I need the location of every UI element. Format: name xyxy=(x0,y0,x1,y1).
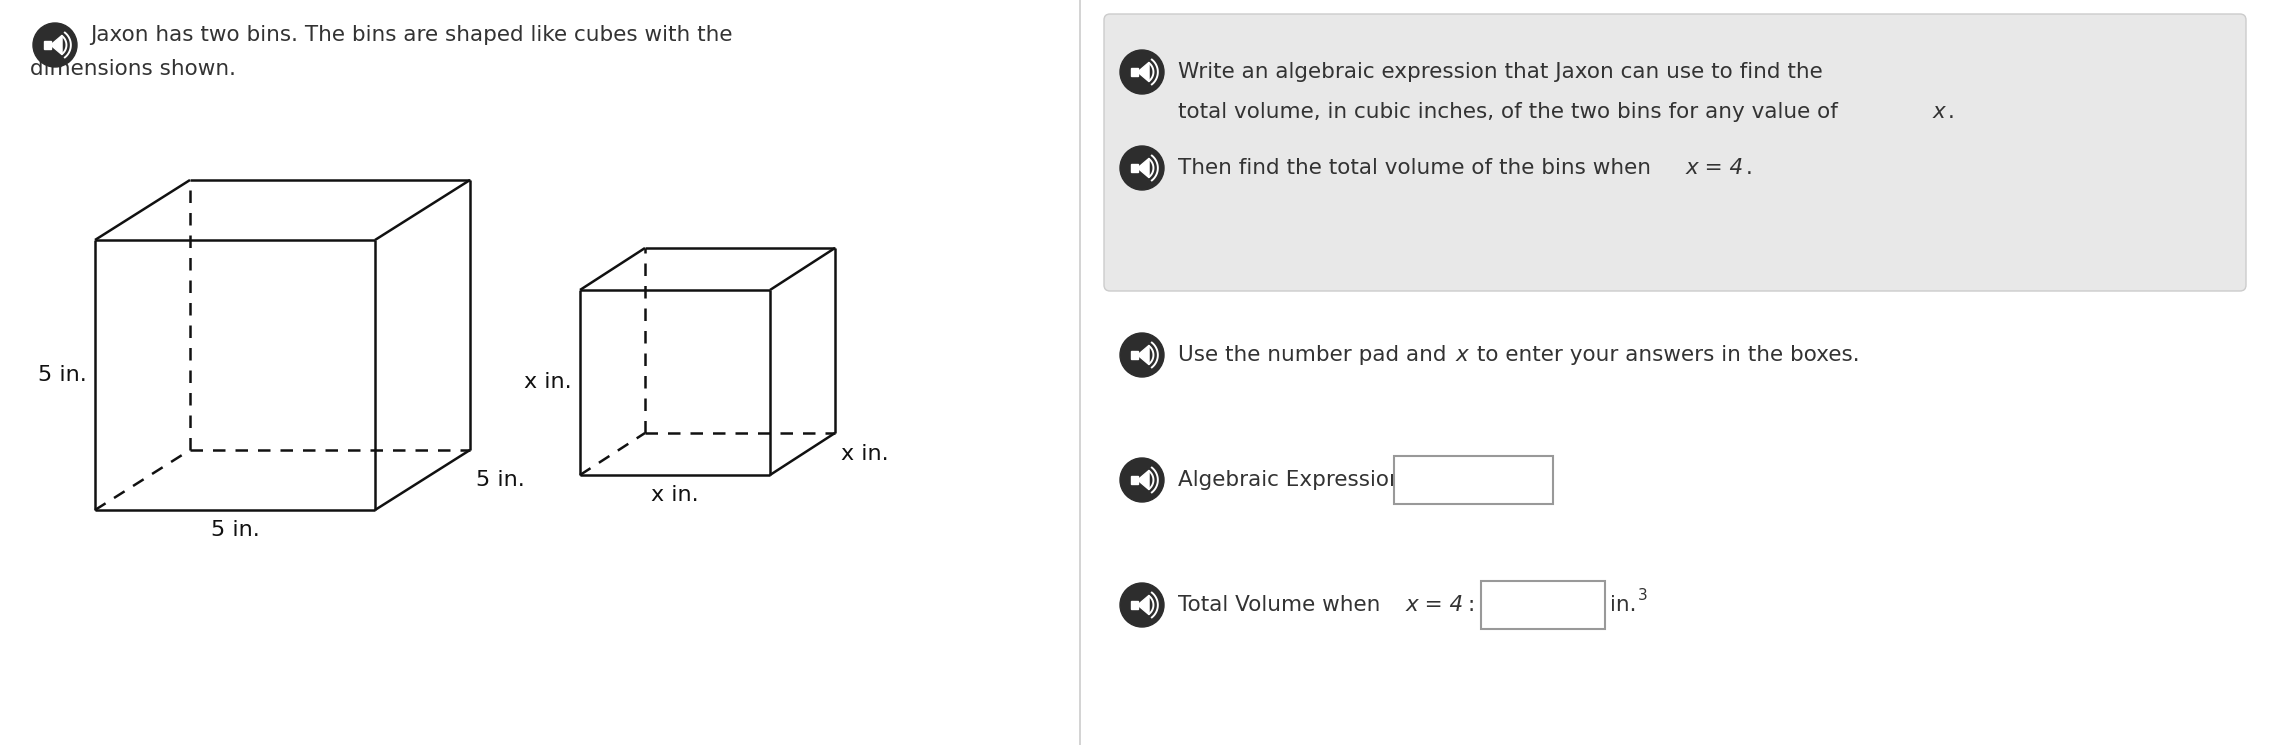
Text: Write an algebraic expression that Jaxon can use to find the: Write an algebraic expression that Jaxon… xyxy=(1178,62,1824,82)
FancyBboxPatch shape xyxy=(1132,164,1137,172)
Text: :: : xyxy=(1469,595,1476,615)
Polygon shape xyxy=(1137,470,1148,489)
FancyBboxPatch shape xyxy=(1394,456,1553,504)
Circle shape xyxy=(34,23,77,67)
Text: x = 4: x = 4 xyxy=(1685,158,1744,178)
Text: 5 in.: 5 in. xyxy=(211,520,259,540)
Circle shape xyxy=(1121,458,1164,502)
Text: x in.: x in. xyxy=(650,485,698,505)
Text: 3: 3 xyxy=(1637,588,1649,603)
Text: to enter your answers in the boxes.: to enter your answers in the boxes. xyxy=(1469,345,1860,365)
FancyBboxPatch shape xyxy=(1132,351,1137,359)
Text: x in.: x in. xyxy=(841,444,889,464)
Text: 5 in.: 5 in. xyxy=(39,365,86,385)
Polygon shape xyxy=(1137,159,1148,177)
Text: Total Volume when: Total Volume when xyxy=(1178,595,1387,615)
Circle shape xyxy=(1121,50,1164,94)
FancyBboxPatch shape xyxy=(1132,600,1137,609)
Text: .: . xyxy=(1746,158,1753,178)
Text: x in.: x in. xyxy=(525,372,573,393)
Polygon shape xyxy=(50,35,61,54)
Text: total volume, in cubic inches, of the two bins for any value of: total volume, in cubic inches, of the tw… xyxy=(1178,102,1844,122)
Circle shape xyxy=(1121,583,1164,627)
Text: in.: in. xyxy=(1610,595,1637,615)
Polygon shape xyxy=(1137,346,1148,365)
Text: 5 in.: 5 in. xyxy=(475,470,525,490)
Text: dimensions shown.: dimensions shown. xyxy=(30,59,236,79)
FancyBboxPatch shape xyxy=(1480,581,1605,629)
FancyBboxPatch shape xyxy=(1103,14,2247,291)
Circle shape xyxy=(1121,146,1164,190)
Text: .: . xyxy=(1949,102,1956,122)
Text: x: x xyxy=(1933,102,1947,122)
FancyBboxPatch shape xyxy=(45,41,50,49)
FancyBboxPatch shape xyxy=(1132,476,1137,484)
Polygon shape xyxy=(1137,63,1148,82)
Text: Algebraic Expression:: Algebraic Expression: xyxy=(1178,470,1410,490)
FancyBboxPatch shape xyxy=(1132,68,1137,76)
Text: x: x xyxy=(1455,345,1469,365)
Text: x = 4: x = 4 xyxy=(1405,595,1464,615)
Text: Then find the total volume of the bins when: Then find the total volume of the bins w… xyxy=(1178,158,1658,178)
Text: Use the number pad and: Use the number pad and xyxy=(1178,345,1453,365)
Circle shape xyxy=(1121,333,1164,377)
Polygon shape xyxy=(1137,595,1148,615)
Text: Jaxon has two bins. The bins are shaped like cubes with the: Jaxon has two bins. The bins are shaped … xyxy=(91,25,732,45)
